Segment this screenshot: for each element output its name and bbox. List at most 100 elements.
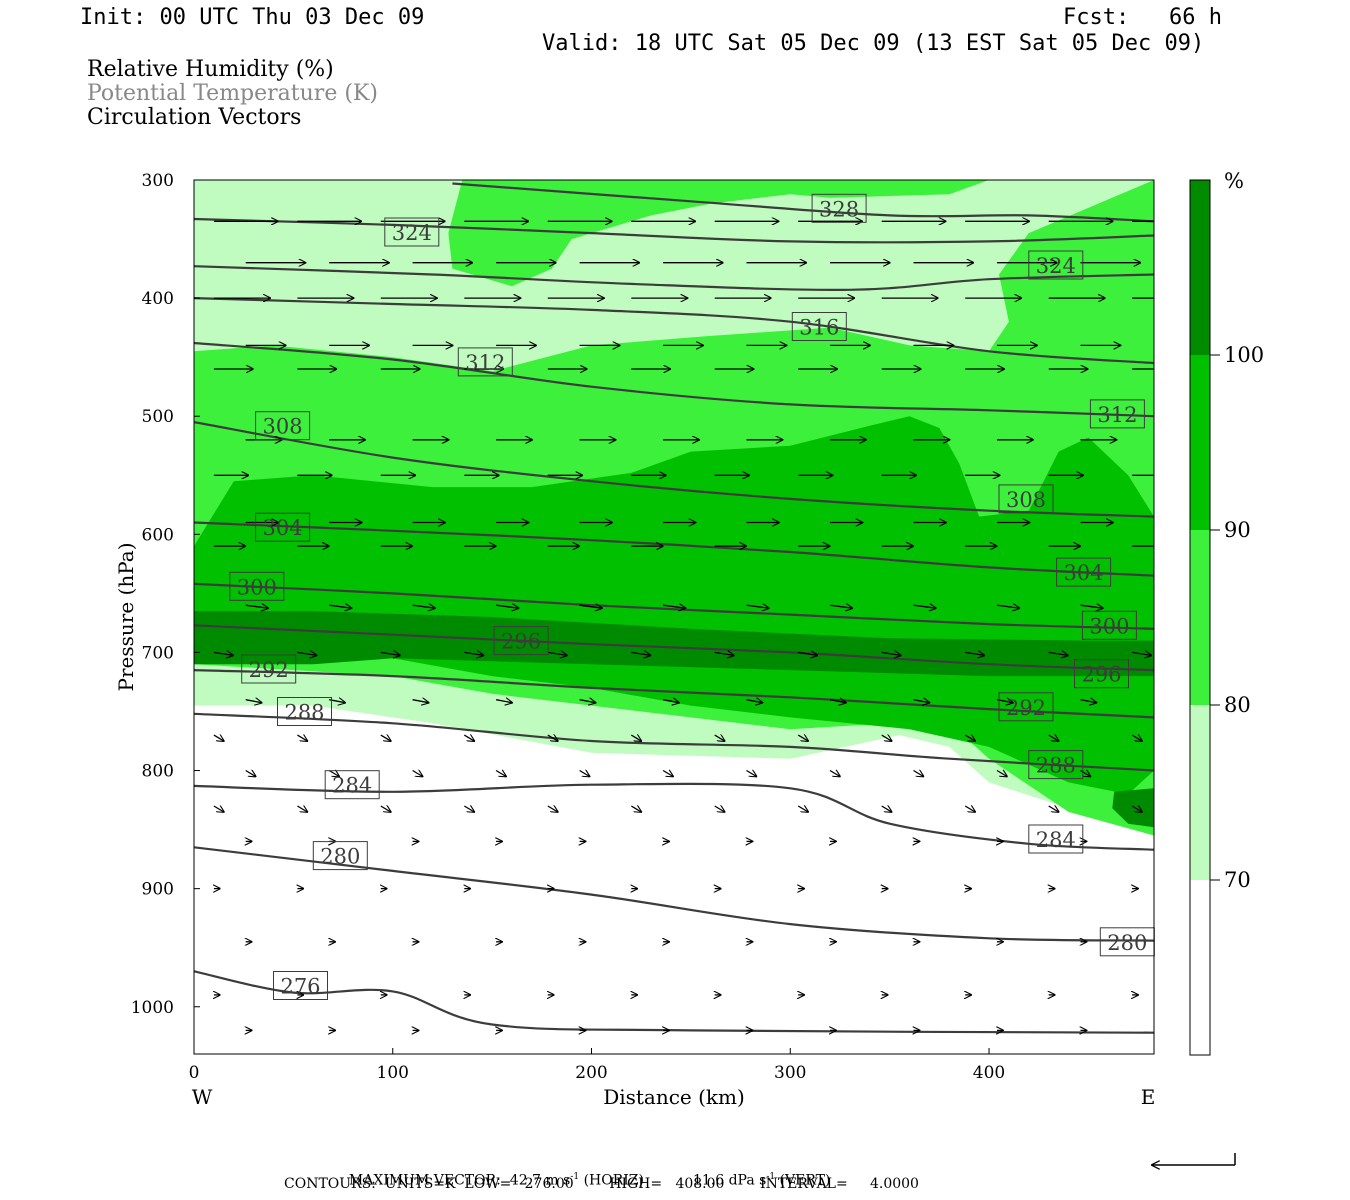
circulation-vector <box>662 771 673 777</box>
contour-label-box-296 <box>1074 659 1129 689</box>
max-vector-label: MAXIMUM VECTOR: <box>348 1172 501 1189</box>
legend-relative-humidity: Relative Humidity (%) <box>87 57 334 82</box>
contour-label-box-292 <box>241 654 297 684</box>
colorbar-label-80: 80 <box>1224 693 1251 717</box>
plot-frame <box>193 179 1155 1055</box>
contour-label-292: 292 <box>249 658 289 682</box>
theta-contour-324 <box>194 217 1154 244</box>
contour-label-312: 312 <box>465 351 505 375</box>
y-tick-label-900: 900 <box>142 880 174 900</box>
circulation-vector <box>631 652 650 655</box>
circulation-vector <box>579 700 596 703</box>
theta-contour-308 <box>194 421 1154 518</box>
theta-contour-304 <box>194 521 1154 577</box>
max-vector-horiz-tag: (HORIZ) <box>583 1172 644 1189</box>
circulation-vector <box>1131 652 1151 655</box>
circulation-vector <box>213 806 224 812</box>
theta-contour-312 <box>194 341 1154 418</box>
contour-label-box-324 <box>384 217 440 247</box>
max-vector-vert: 11.6 dPa s <box>692 1172 767 1189</box>
contour-label-box-288 <box>1028 750 1084 780</box>
contour-label-280: 280 <box>320 845 360 869</box>
y-tick-label-800: 800 <box>142 762 174 782</box>
circulation-vector <box>881 652 901 655</box>
contour-label-box-304 <box>255 512 311 542</box>
contours-info: CONTOURS: UNITS=K LOW= 276.00 HIGH= 408.… <box>284 1176 919 1192</box>
circulation-vector <box>913 605 936 608</box>
circulation-vector <box>1048 806 1059 812</box>
y-tick-label-500: 500 <box>142 407 174 427</box>
theta-contour-328 <box>452 182 1154 223</box>
x-tick-label-0: 0 <box>189 1063 200 1083</box>
theta-contour-300 <box>194 582 1154 630</box>
theta-contour-288 <box>194 712 1154 772</box>
circulation-vector <box>746 771 757 777</box>
circulation-vector <box>463 806 474 812</box>
circulation-vector <box>662 700 679 703</box>
circulation-vector <box>213 652 233 655</box>
circulation-vector <box>714 652 734 655</box>
circulation-vector <box>714 735 725 741</box>
contour-label-296: 296 <box>1081 663 1121 687</box>
contour-label-284: 284 <box>1036 828 1076 852</box>
circulation-vector <box>1080 700 1097 703</box>
circulation-vector <box>829 771 840 777</box>
circulation-vector <box>579 605 602 608</box>
contour-label-328: 328 <box>819 197 859 221</box>
circulation-vector <box>1080 771 1091 777</box>
colorbar-label-100: 100 <box>1224 343 1264 367</box>
circulation-vector <box>329 605 351 608</box>
y-tick-label-1000: 1000 <box>131 998 174 1018</box>
circulation-vector <box>996 771 1007 777</box>
contour-label-box-284 <box>1028 824 1084 854</box>
y-tick-label-400: 400 <box>142 289 174 309</box>
x-tick-label-400: 400 <box>973 1063 1005 1083</box>
circulation-vector <box>714 806 725 812</box>
contour-label-box-304 <box>1056 557 1112 587</box>
colorbar-frame <box>1189 179 1211 1056</box>
contour-label-276: 276 <box>280 975 320 999</box>
contour-label-312: 312 <box>1097 403 1137 427</box>
contour-label-324: 324 <box>392 221 432 245</box>
contour-label-box-316 <box>791 312 847 341</box>
contour-label-box-308 <box>255 411 311 441</box>
colorbar-segment-4 <box>1190 880 1210 1055</box>
rh-shade-100-5 <box>1112 788 1154 828</box>
circulation-vector <box>547 806 558 812</box>
theta-contour-292 <box>194 669 1154 719</box>
circulation-vector <box>412 771 423 777</box>
forecast-hour: Fcst: 66 h <box>1063 5 1222 30</box>
west-label: W <box>192 1085 213 1109</box>
x-tick-label-100: 100 <box>377 1063 409 1083</box>
colorbar-label-70: 70 <box>1224 868 1251 892</box>
contour-label-304: 304 <box>1064 561 1104 585</box>
contour-label-316: 316 <box>799 316 839 340</box>
circulation-vector <box>297 652 316 655</box>
circulation-vector <box>881 806 892 812</box>
circulation-vector <box>328 771 339 777</box>
contour-label-300: 300 <box>1089 614 1129 638</box>
circulation-vector <box>297 735 307 741</box>
max-vector-vert-exponent: -1 <box>766 1172 776 1182</box>
circulation-vector <box>245 771 256 777</box>
circulation-vector <box>913 700 930 703</box>
theta-contour-276 <box>194 970 1154 1034</box>
contour-label-280: 280 <box>1107 931 1147 955</box>
contour-label-284: 284 <box>332 774 372 798</box>
circulation-vector <box>630 735 641 741</box>
contour-label-292: 292 <box>1006 696 1046 720</box>
circulation-vector <box>1048 652 1068 655</box>
circulation-vector <box>881 735 892 741</box>
contour-label-box-292 <box>998 692 1054 722</box>
circulation-vector <box>964 806 975 812</box>
legend-circulation-vectors: Circulation Vectors <box>87 105 302 130</box>
contour-label-304: 304 <box>263 516 303 540</box>
circulation-vector <box>213 735 224 741</box>
contour-label-box-312 <box>457 347 513 377</box>
east-label: E <box>1141 1085 1156 1109</box>
circulation-vector <box>746 605 769 608</box>
theta-contour-280 <box>194 846 1154 942</box>
colorbar-segment-2 <box>1190 530 1210 705</box>
circulation-vector <box>495 700 512 703</box>
contour-label-324: 324 <box>1036 254 1076 278</box>
